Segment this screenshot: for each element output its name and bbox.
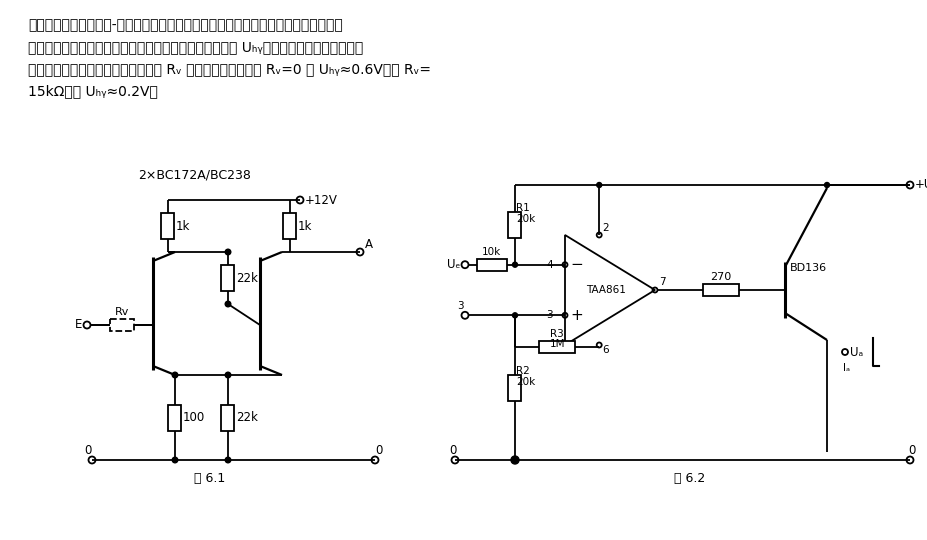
Text: 15kΩ，则 Uₕᵧ≈0.2V。: 15kΩ，则 Uₕᵧ≈0.2V。 <box>28 84 158 98</box>
Text: 10k: 10k <box>482 247 501 256</box>
Text: 0: 0 <box>375 444 382 457</box>
Text: 20k: 20k <box>515 214 535 224</box>
Bar <box>283 213 297 239</box>
Circle shape <box>225 301 231 307</box>
Bar <box>110 319 133 331</box>
Text: 图 6.1: 图 6.1 <box>194 472 225 485</box>
Text: R2: R2 <box>515 366 529 376</box>
Text: 体管的阈值电压而改变，并且同电阱 Rᵥ 大小有关。如本例中 Rᵥ=0 则 Uₕᵧ≈0.6V；如 Rᵥ=: 体管的阈值电压而改变，并且同电阱 Rᵥ 大小有关。如本例中 Rᵥ=0 则 Uₕᵧ… <box>28 62 430 76</box>
Bar <box>476 259 506 271</box>
Circle shape <box>225 249 231 255</box>
Text: BD136: BD136 <box>789 263 826 273</box>
Text: 7: 7 <box>658 277 665 287</box>
Text: 2: 2 <box>602 223 608 233</box>
Text: +: + <box>570 308 583 323</box>
Bar <box>703 284 739 296</box>
Text: Rv: Rv <box>115 307 129 317</box>
Text: Iₐ: Iₐ <box>842 363 849 373</box>
Text: 2×BC172A/BC238: 2×BC172A/BC238 <box>138 168 251 181</box>
Text: E: E <box>74 319 82 332</box>
Text: 4: 4 <box>546 260 552 269</box>
Text: 图 6.2: 图 6.2 <box>674 472 705 485</box>
Text: 100: 100 <box>183 411 205 424</box>
Text: R1: R1 <box>515 203 529 213</box>
Circle shape <box>225 457 231 463</box>
Text: 22k: 22k <box>235 411 258 424</box>
Text: 3: 3 <box>456 301 463 311</box>
Bar <box>161 213 174 239</box>
Bar <box>222 265 235 291</box>
Text: 20k: 20k <box>515 377 535 387</box>
Bar <box>508 212 521 238</box>
Text: R3: R3 <box>550 329 564 339</box>
Circle shape <box>172 372 178 378</box>
Text: −: − <box>570 257 583 272</box>
Circle shape <box>512 313 517 318</box>
Circle shape <box>596 183 601 187</box>
Text: 0: 0 <box>84 444 92 457</box>
Text: 采用施密特觸发器作模-数转换器，其输出决定于输入信号大小且仅有两种状态。在输: 采用施密特觸发器作模-数转换器，其输出决定于输入信号大小且仅有两种状态。在输 <box>28 18 342 32</box>
Text: 6: 6 <box>602 345 608 355</box>
Text: 3: 3 <box>546 310 552 320</box>
Text: Uₑ: Uₑ <box>446 258 460 271</box>
Text: 0: 0 <box>908 444 915 457</box>
Text: 0: 0 <box>449 444 456 457</box>
Bar <box>539 341 575 353</box>
Circle shape <box>823 183 829 187</box>
Text: 入电压上升和下降换接时间之间的电压差值称为滞环电压 Uₕᵧ，其大小可以通过改变左晶: 入电压上升和下降换接时间之间的电压差值称为滞环电压 Uₕᵧ，其大小可以通过改变左… <box>28 40 362 54</box>
Text: Uₐ: Uₐ <box>849 346 862 359</box>
Text: 22k: 22k <box>235 272 258 285</box>
Circle shape <box>511 456 518 464</box>
Text: TAA861: TAA861 <box>586 285 626 295</box>
Text: 270: 270 <box>710 272 731 282</box>
Bar <box>222 404 235 430</box>
Text: 1M: 1M <box>549 339 565 349</box>
Text: +12V: +12V <box>305 193 337 206</box>
Circle shape <box>512 262 517 267</box>
Text: 1k: 1k <box>176 219 190 233</box>
Circle shape <box>172 457 178 463</box>
Text: A: A <box>364 239 373 252</box>
Text: 1k: 1k <box>298 219 312 233</box>
Bar <box>508 375 521 401</box>
Text: +Uₛ: +Uₛ <box>914 179 927 192</box>
Bar <box>169 404 182 430</box>
Circle shape <box>225 372 231 378</box>
